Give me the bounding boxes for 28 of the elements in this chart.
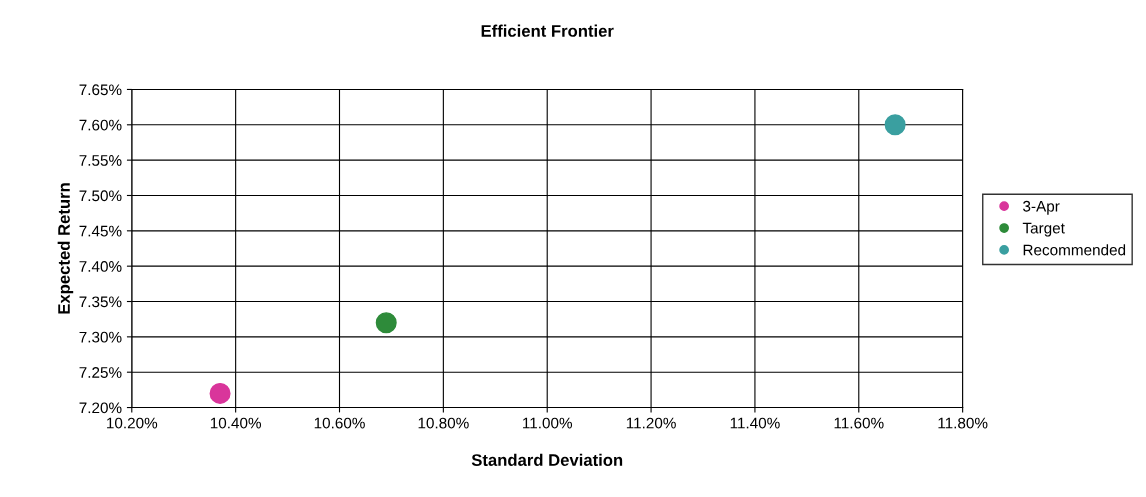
x-tick-label: 10.80% — [418, 417, 469, 429]
y-tick-label: 7.50% — [79, 190, 122, 202]
y-tick-label: 7.40% — [79, 261, 122, 272]
x-tick-label: 11.20% — [626, 417, 676, 429]
y-axis-title: Expected Return — [57, 183, 74, 314]
x-tick-label: 11.40% — [730, 417, 780, 429]
point — [375, 312, 397, 334]
y-tick-label: 7.35% — [79, 296, 122, 308]
y-tick-label: 7.20% — [79, 402, 122, 414]
x-tick-label: 11.60% — [834, 417, 884, 429]
x-axis-title: Standard Deviation — [471, 453, 623, 466]
x-tick-label: 10.20% — [107, 417, 158, 429]
chart-title: Efficient Frontier — [481, 24, 614, 37]
legend-label: Target — [1022, 222, 1065, 237]
y-tick-label: 7.65% — [79, 84, 122, 96]
y-tick-label: 7.25% — [79, 367, 122, 378]
point — [209, 382, 231, 404]
legend-label: 3-Apr — [1023, 200, 1060, 215]
point — [884, 114, 906, 136]
x-tick-label: 11.80% — [938, 417, 988, 429]
x-tick-label: 10.60% — [314, 417, 365, 429]
y-tick-label: 7.55% — [79, 155, 122, 166]
x-tick-label: 11.00% — [523, 417, 573, 429]
legend-label: Recommended — [1023, 244, 1126, 256]
y-tick-label: 7.45% — [79, 225, 122, 237]
y-tick-label: 7.60% — [79, 119, 122, 131]
x-tick-label: 10.40% — [210, 417, 262, 429]
y-tick-label: 7.30% — [79, 331, 122, 343]
